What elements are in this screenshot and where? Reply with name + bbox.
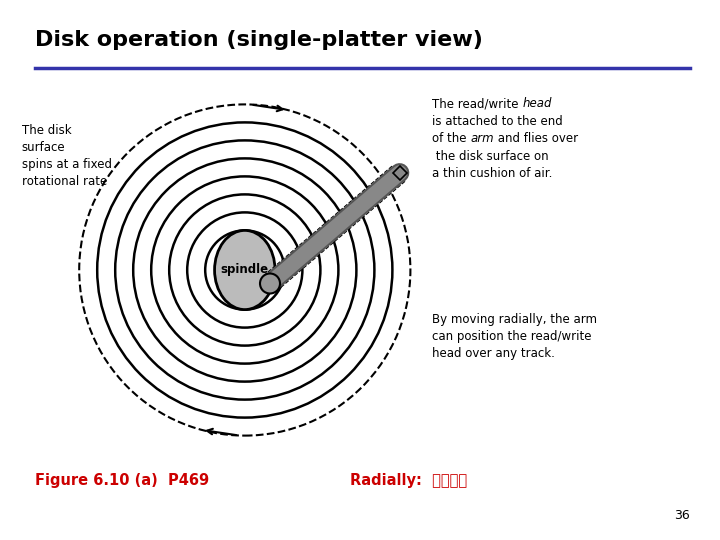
Text: of the: of the xyxy=(432,132,470,145)
Text: 36: 36 xyxy=(674,509,690,522)
Text: By moving radially, the arm
can position the read/write
head over any track.: By moving radially, the arm can position… xyxy=(432,313,597,360)
Circle shape xyxy=(260,273,280,294)
Text: head: head xyxy=(522,97,552,110)
Text: is attached to the end: is attached to the end xyxy=(432,114,563,127)
Text: arm: arm xyxy=(470,132,494,145)
Text: Radially:  放射状地: Radially: 放射状地 xyxy=(350,473,467,488)
Text: Figure 6.10 (a)  P469: Figure 6.10 (a) P469 xyxy=(35,473,209,488)
Text: Disk operation (single-platter view): Disk operation (single-platter view) xyxy=(35,30,483,50)
Text: the disk surface on: the disk surface on xyxy=(432,150,549,163)
Text: spindle: spindle xyxy=(221,264,269,276)
Text: and flies over: and flies over xyxy=(494,132,578,145)
Text: a thin cushion of air.: a thin cushion of air. xyxy=(432,167,552,180)
Ellipse shape xyxy=(215,231,275,309)
Text: The disk
surface
spins at a fixed
rotational rate: The disk surface spins at a fixed rotati… xyxy=(22,124,112,188)
Text: The read/write: The read/write xyxy=(432,97,522,110)
